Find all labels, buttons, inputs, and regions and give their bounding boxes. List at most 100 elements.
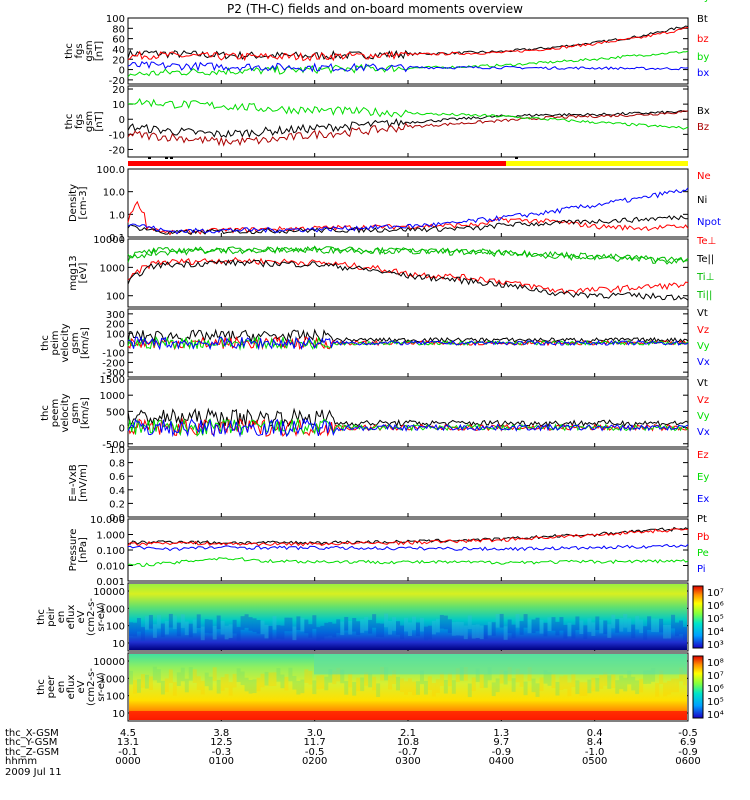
series-line-pt <box>127 526 689 546</box>
y-tick-label: 1000 <box>100 263 125 274</box>
series-line-vz <box>127 417 689 437</box>
x-axis-labels: thc_X-GSM 4.5 3.8 3.0 2.1 1.3 0.4 -0.5 thc_Y-GSM… <box>5 728 701 778</box>
spectrogram-cell <box>495 614 500 628</box>
colorbar-tick-label: 10⁷ <box>707 588 724 599</box>
legend-entry: bz <box>697 34 709 45</box>
y-tick-label: 20 <box>112 85 125 96</box>
mode-tick <box>148 157 151 159</box>
colorbar-tick-label: 10⁶ <box>707 684 724 695</box>
y-axis-label-line: [nPa] <box>78 537 89 563</box>
y-axis-label-line: gsm <box>84 40 95 61</box>
spectrogram-cell <box>408 622 412 636</box>
spectrogram-cell <box>360 619 365 633</box>
spectrogram-cell <box>160 623 165 638</box>
spectrogram-cell <box>308 670 313 685</box>
spectrogram-cell <box>491 622 496 636</box>
spectrogram-cell <box>132 680 137 694</box>
spectrogram-cell <box>575 616 580 631</box>
spectrogram-cell <box>611 614 616 629</box>
spectrogram-cell <box>519 621 524 635</box>
y-axis-label-line: mqg13 <box>68 255 79 290</box>
y-axis-label-line: peim <box>50 330 61 355</box>
legend-entry: Pt <box>697 514 707 525</box>
x-row-value: 10.8 <box>397 737 419 748</box>
spectrogram-cell <box>304 619 309 634</box>
spectrogram-cell <box>459 621 464 636</box>
spectrogram-cell <box>244 614 249 628</box>
spectrogram-cell <box>555 621 560 636</box>
spectrogram-cell <box>272 616 277 630</box>
spectrogram-cell <box>603 620 608 635</box>
y-axis-label-line: en <box>56 611 67 624</box>
y-tick-label: 0.8 <box>109 459 125 470</box>
spectrogram-cell <box>435 679 440 693</box>
spectrogram-cell <box>531 678 536 693</box>
spectrogram-cell <box>236 627 241 641</box>
y-tick-label: 0.6 <box>109 472 125 483</box>
panel-frame <box>127 85 689 158</box>
y-tick-label: 300 <box>106 310 125 321</box>
spectrogram-cell <box>192 669 197 683</box>
figure-title: P2 (TH-C) fields and on-board moments ov… <box>227 2 523 16</box>
x-row-label: thc_Z-GSM <box>5 747 59 758</box>
spectrogram-cell <box>619 675 624 690</box>
legend-entry: By <box>697 0 710 3</box>
y-axis-label: thc peir en eflux eV (cm2-s-sr-eV) <box>36 598 107 636</box>
spectrogram-cell <box>623 677 628 692</box>
y-tick-label: 500 <box>106 407 125 418</box>
y-axis-label-line: gsm <box>70 332 81 353</box>
spectrogram-cell <box>228 624 233 638</box>
series-line-vx <box>127 418 689 438</box>
legend-entry: Te⊥ <box>696 236 716 247</box>
spectrogram-cell <box>435 618 440 633</box>
spectrogram-cell <box>256 619 261 634</box>
spectrogram-cell <box>400 678 405 693</box>
y-axis-label-line: [km/s] <box>80 327 91 359</box>
y-axis-label-line: Density <box>68 184 79 222</box>
y-tick-label: 10 <box>112 709 125 720</box>
spectrogram-cell <box>316 675 321 690</box>
legend-entry: Vx <box>697 427 710 438</box>
spectrogram-cell <box>252 679 257 694</box>
spectrogram-cell <box>539 677 544 692</box>
y-tick-label: -20 <box>109 145 125 156</box>
spectrogram-cell <box>607 675 612 689</box>
spectrogram-cell <box>447 672 452 687</box>
spectrogram-cell <box>192 619 197 634</box>
spectrogram-cell <box>312 680 317 695</box>
legend-entry: Ti⊥ <box>696 272 714 283</box>
spectrogram-cell <box>140 674 145 688</box>
x-row-value: 2.1 <box>400 728 416 739</box>
colorbar-tick-label: 10³ <box>707 640 724 651</box>
panel-frame <box>127 378 689 448</box>
series-line-npot <box>127 187 689 235</box>
spectrogram-cell <box>479 674 484 689</box>
spectrogram-cell <box>268 626 273 640</box>
spectrogram-cell <box>216 615 221 630</box>
y-tick-label: 0.0 <box>109 513 125 524</box>
spectrogram-cell <box>372 676 377 691</box>
y-tick-label: 100.0 <box>96 165 125 176</box>
spectrogram-cell <box>595 616 600 631</box>
x-row-label: thc_X-GSM <box>5 728 59 739</box>
x-row-value: 6.9 <box>680 737 696 748</box>
spectrogram-cell <box>439 672 444 687</box>
x-row-value: 0.4 <box>587 728 603 739</box>
spectrogram-cell <box>156 614 161 629</box>
spectrogram-cell <box>647 670 652 684</box>
y-axis-label-line: sr-eV) <box>96 602 107 631</box>
spectrogram-cell <box>535 617 540 632</box>
legend-entry: Vz <box>697 395 709 406</box>
spectrogram-cell <box>140 627 145 641</box>
spectrogram-cell <box>144 674 149 689</box>
spectrogram-cell <box>348 673 353 688</box>
x-row-value: 8.4 <box>587 737 603 748</box>
spectrogram-cell <box>208 676 213 691</box>
spectrogram-cell <box>507 619 512 634</box>
colorbar-tick-label: 10⁵ <box>707 697 724 708</box>
spectrogram-cell <box>419 670 424 685</box>
spectrogram-cell <box>503 626 508 640</box>
spectrogram-cell <box>667 624 672 639</box>
spectrogram-image <box>129 584 687 650</box>
series-line-ti <box>127 246 689 265</box>
